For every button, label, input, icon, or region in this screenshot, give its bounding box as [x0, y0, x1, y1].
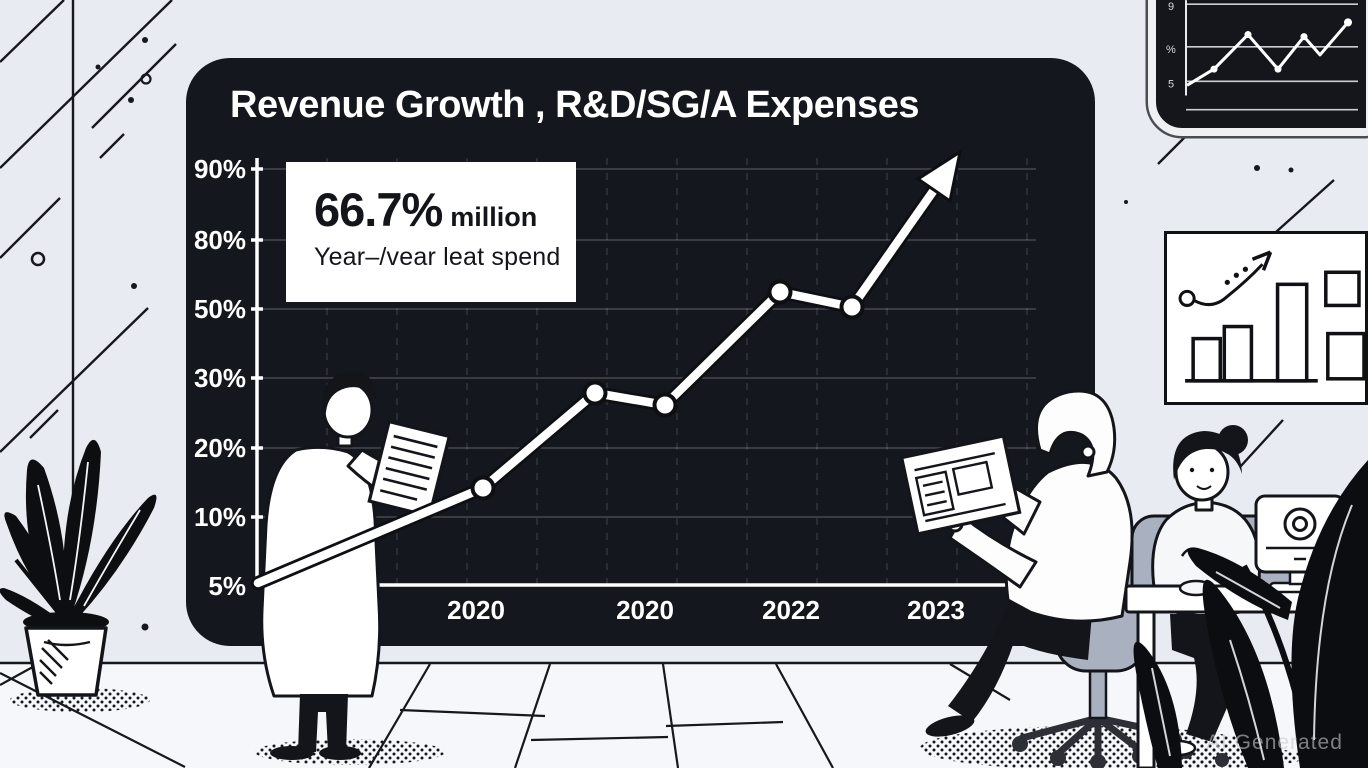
plant-leaf-veins	[37, 461, 141, 607]
x-tick-label: 2020	[447, 595, 505, 625]
standing-man-shoe	[319, 746, 361, 760]
sitting-man-shoe	[925, 715, 975, 737]
wall-chart-squares	[1324, 270, 1365, 381]
y-axis-labels: 90% 80% 50% 30% 20% 10% 5%	[194, 154, 246, 601]
growth-arrow-icon	[1178, 250, 1273, 307]
big-leaves	[1133, 460, 1368, 768]
wall-dots	[30, 37, 1294, 631]
mini-y-label: 5	[1168, 78, 1174, 90]
y-tick-label: 20%	[194, 433, 246, 463]
wall-bar-chart	[1164, 231, 1368, 405]
x-axis-labels: 2020 2020 2022 2023	[447, 595, 965, 625]
y-tick-label: 90%	[194, 154, 246, 184]
y-tick-label: 50%	[194, 294, 246, 324]
sitting-man-legs	[948, 598, 1092, 722]
y-tick-label: 30%	[194, 363, 246, 393]
sitting-man-ear	[1080, 444, 1096, 460]
mini-sparkline: 9 % 5	[1166, 0, 1358, 111]
mini-chart-frame: 9 % 5	[1148, 0, 1368, 136]
plant-stem	[1241, 564, 1315, 768]
woman-face-features	[1189, 467, 1215, 490]
watermark: AI Generated	[1206, 731, 1343, 754]
leaf-veins	[1151, 504, 1353, 761]
plant-pot-hatching	[39, 639, 91, 685]
y-tick-label: 80%	[194, 225, 246, 255]
mini-y-label: %	[1166, 44, 1176, 56]
standing-man-shoe	[270, 746, 314, 760]
sitting-man	[899, 389, 1134, 737]
x-tick-label: 2023	[907, 595, 965, 625]
mini-y-label: 9	[1168, 1, 1174, 13]
sitting-man-arm-lower	[948, 514, 1038, 589]
x-tick-label: 2022	[762, 595, 820, 625]
y-tick-label: 10%	[194, 502, 246, 532]
bar-chart-bars	[1185, 282, 1318, 383]
chart-title: Revenue Growth , R&D/SG/A Expenses	[230, 84, 920, 126]
monitor-logo-icon	[1283, 507, 1317, 541]
tablet	[899, 434, 1022, 536]
sitting-man-head	[1035, 389, 1117, 478]
y-tick-label: 5%	[208, 571, 246, 601]
woman-hair	[1173, 425, 1248, 480]
standing-man-trousers	[298, 694, 348, 752]
x-tick-label: 2020	[616, 595, 674, 625]
